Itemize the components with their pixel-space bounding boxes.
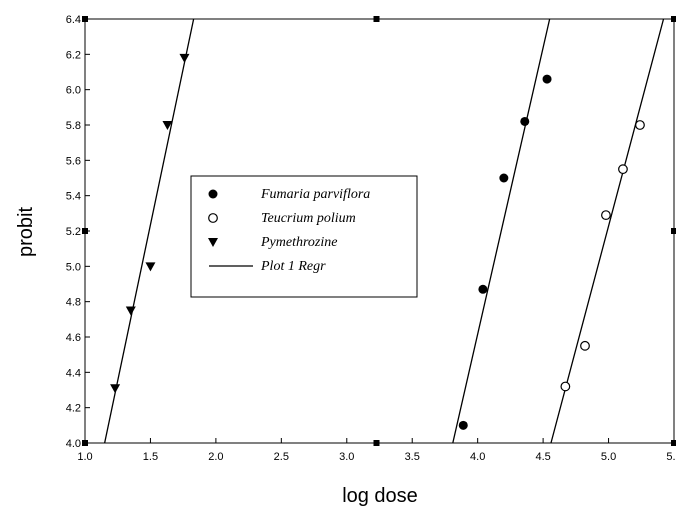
- x-tick-label: 4.5: [535, 451, 550, 463]
- x-tick-label: 2.5: [274, 451, 289, 463]
- y-tick-label: 5.2: [66, 226, 81, 238]
- regression-line: [452, 19, 551, 443]
- legend-label: Teucrium polium: [261, 211, 356, 226]
- legend-label: Pymethrozine: [260, 235, 337, 250]
- x-tick-label: 3.0: [339, 451, 354, 463]
- data-points: [110, 53, 645, 430]
- frame-marker: [671, 16, 676, 22]
- y-tick-label: 4.0: [66, 438, 81, 450]
- data-point: [618, 164, 628, 175]
- data-point: [125, 306, 136, 316]
- data-point: [635, 120, 645, 130]
- y-tick-label: 6.2: [66, 49, 81, 61]
- regression-line: [550, 19, 665, 443]
- legend: Fumaria parviflora Teucrium polium Pymethr…: [190, 175, 418, 298]
- data-point: [560, 381, 571, 392]
- data-point: [179, 53, 190, 63]
- y-tick-label: 4.4: [66, 367, 81, 379]
- y-tick-label: 5.4: [66, 191, 81, 203]
- frame-marker: [82, 228, 88, 234]
- data-point: [145, 262, 156, 272]
- frame-markers: [82, 16, 676, 446]
- x-tick-label: 5.5: [666, 451, 676, 463]
- data-point: [601, 210, 611, 221]
- x-tick-label: 1.5: [143, 451, 158, 463]
- frame-marker: [373, 16, 380, 22]
- x-axis-title: log dose: [342, 485, 418, 507]
- y-tick-label: 4.6: [66, 332, 81, 344]
- x-tick-label: 4.0: [470, 451, 485, 463]
- frame-marker: [373, 440, 380, 446]
- y-tick-label: 5.8: [66, 120, 81, 132]
- regression-line: [103, 19, 195, 443]
- frame-marker: [82, 440, 88, 446]
- x-tick-labels: 1.0 1.5 2.0 2.5 3.0 3.5 4.0 4.5 5.0 5.5: [77, 451, 676, 463]
- data-point: [499, 173, 509, 183]
- data-point: [110, 384, 121, 394]
- data-point: [478, 284, 488, 294]
- data-point: [458, 420, 468, 430]
- x-tick-label: 3.5: [405, 451, 420, 463]
- data-point: [520, 116, 530, 126]
- data-point: [542, 74, 552, 84]
- legend-marker: [208, 213, 218, 223]
- x-tick-label: 5.0: [601, 451, 616, 463]
- legend-label: Fumaria parviflora: [260, 187, 370, 202]
- legend-box: [190, 175, 418, 298]
- y-axis-title: probit: [15, 207, 37, 257]
- data-point: [580, 340, 590, 351]
- y-tick-label: 4.2: [66, 403, 81, 415]
- y-tick-label: 4.8: [66, 297, 81, 309]
- regression-lines: [103, 19, 665, 443]
- x-tick-label: 1.0: [77, 451, 92, 463]
- data-point: [162, 121, 173, 130]
- y-tick-label: 6.4: [66, 14, 81, 26]
- frame-marker: [671, 228, 676, 234]
- y-tick-label: 6.0: [66, 85, 81, 97]
- frame-marker: [82, 16, 88, 22]
- frame-marker: [671, 440, 676, 446]
- y-tick-labels: 4.0 4.2 4.4 4.6 4.8 5.0 5.2 5.4 5.6 5.8 6.0 6.2 6.4: [66, 14, 81, 450]
- legend-marker: [208, 238, 218, 247]
- legend-label: Plot 1 Regr: [260, 259, 326, 274]
- x-tick-label: 2.0: [208, 451, 223, 463]
- y-tick-label: 5.6: [66, 155, 81, 167]
- legend-marker: [208, 189, 218, 199]
- y-tick-label: 5.0: [66, 261, 81, 273]
